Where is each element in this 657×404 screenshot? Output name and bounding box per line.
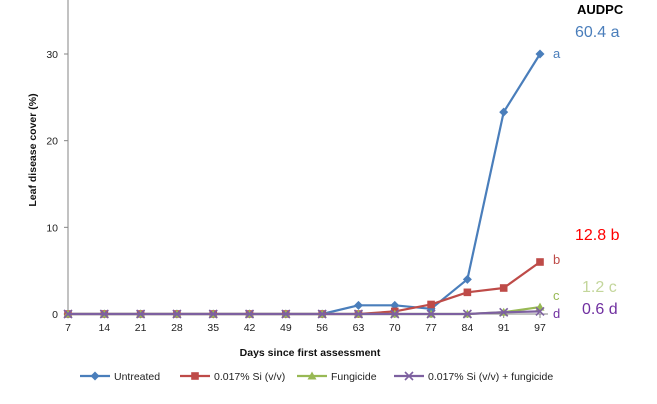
legend-label: 0.017% Si (v/v) xyxy=(214,371,285,383)
data-point xyxy=(208,309,218,319)
audpc-value: 0.6 d xyxy=(582,301,618,318)
series-line xyxy=(68,53,541,316)
legend-entry: 0.017% Si (v/v) xyxy=(180,371,285,383)
data-point xyxy=(353,300,363,310)
data-point xyxy=(63,309,73,319)
audpc-value: 1.2 c xyxy=(582,279,617,296)
series-letter: b xyxy=(553,252,560,267)
x-tick-label: 77 xyxy=(425,322,437,334)
x-axis-title: Days since first assessment xyxy=(240,347,381,359)
x-tick-label: 28 xyxy=(171,322,183,334)
audpc-value: 60.4 a xyxy=(575,24,620,41)
data-point xyxy=(136,309,146,319)
x-tick-label: 14 xyxy=(98,322,110,334)
data-point xyxy=(499,284,508,292)
data-point xyxy=(244,309,255,319)
data-point xyxy=(462,274,472,284)
x-tick-label: 70 xyxy=(389,322,401,334)
series-1 xyxy=(63,49,545,319)
x-tick-label: 42 xyxy=(244,322,256,334)
series-letters: a b cd xyxy=(553,46,561,321)
data-point xyxy=(462,309,472,319)
series-2 xyxy=(64,258,544,318)
data-point xyxy=(535,49,545,59)
data-point xyxy=(281,309,291,319)
series-group xyxy=(63,49,545,319)
data-point xyxy=(99,309,109,319)
x-tick-label: 63 xyxy=(353,322,365,334)
x-tick-label: 35 xyxy=(207,322,219,334)
legend-marker xyxy=(90,371,100,381)
y-tick-label: 30 xyxy=(46,49,58,61)
x-tick-label: 84 xyxy=(462,322,474,334)
data-point xyxy=(499,107,509,117)
x-tick-label: 97 xyxy=(534,322,546,334)
y-ticks: 0 10 20 30 xyxy=(46,49,68,321)
legend-marker xyxy=(404,371,414,381)
x-tick-label: 91 xyxy=(498,322,510,334)
legend-entry: Fungicide xyxy=(297,371,377,383)
data-point xyxy=(536,258,544,266)
y-tick-label: 0 xyxy=(52,309,58,321)
data-point xyxy=(390,309,400,319)
data-point xyxy=(353,309,364,319)
x-tick-label: 21 xyxy=(135,322,147,334)
x-ticks: 7 14 21 28 35 42 49 56 63 70 77 84 91 97 xyxy=(65,314,546,334)
series-letter: a xyxy=(553,46,561,61)
series-3 xyxy=(63,302,545,318)
legend-label: Untreated xyxy=(114,371,160,383)
x-tick-label: 56 xyxy=(316,322,328,334)
legend-label: 0.017% Si (v/v) + fungicide xyxy=(428,371,553,383)
data-point xyxy=(463,288,472,297)
data-point xyxy=(427,300,435,309)
legend-marker xyxy=(191,372,199,380)
data-point xyxy=(426,309,436,319)
y-tick-label: 10 xyxy=(46,222,58,234)
x-tick-label: 7 xyxy=(65,322,71,334)
legend-marker xyxy=(307,371,317,380)
y-tick-label: 20 xyxy=(46,136,58,148)
legend: Untreated 0.017% Si (v/v) Fungicide 0.017% … xyxy=(80,371,553,383)
audpc-title: AUDPC xyxy=(577,2,624,17)
series-4 xyxy=(63,306,545,319)
data-point xyxy=(172,309,182,319)
audpc-value: 12.8 b xyxy=(575,227,620,244)
data-point xyxy=(499,307,509,317)
series-letter: d xyxy=(553,306,560,321)
axes xyxy=(67,0,548,315)
y-axis-title: Leaf disease cover (%) xyxy=(27,93,39,206)
data-point xyxy=(390,300,400,310)
audpc-values: 60.4 a 12.8 b 1.2 c 0.6 d xyxy=(575,24,620,318)
legend-entry: Untreated xyxy=(80,371,160,383)
data-point xyxy=(317,309,327,319)
series-letter: c xyxy=(553,288,560,303)
series-line xyxy=(68,310,541,316)
data-point xyxy=(535,306,545,316)
legend-label: Fungicide xyxy=(331,371,377,383)
x-tick-label: 49 xyxy=(280,322,292,334)
legend-entry: 0.017% Si (v/v) + fungicide xyxy=(394,371,553,383)
